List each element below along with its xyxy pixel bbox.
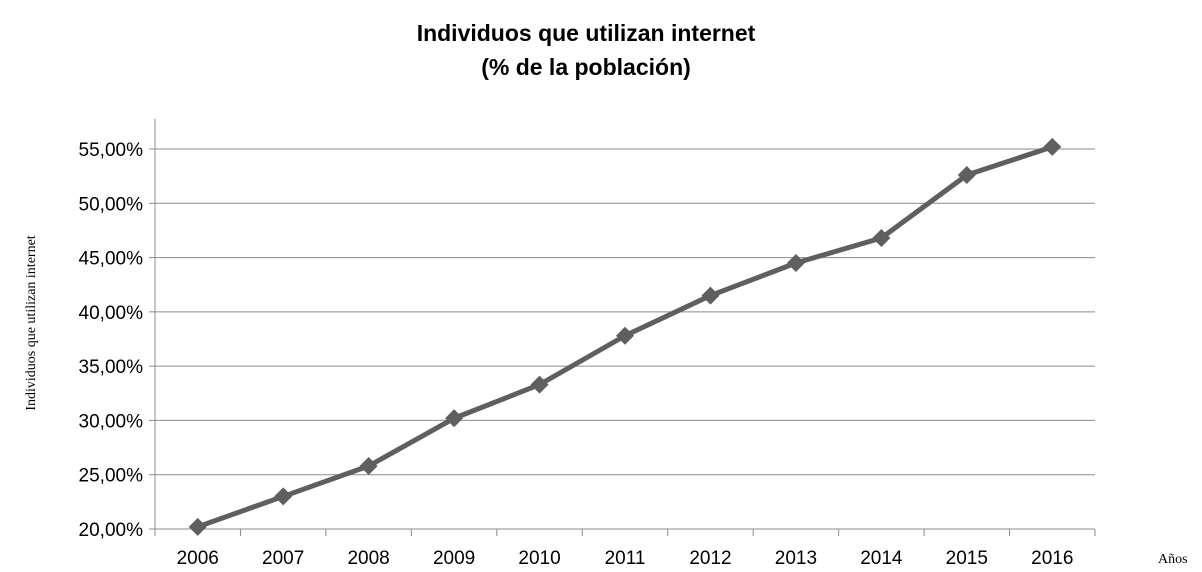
data-point-marker [787, 254, 805, 272]
x-tick-label: 2010 [518, 548, 560, 569]
x-tick-label: 2006 [177, 548, 219, 569]
x-tick-label: 2007 [262, 548, 304, 569]
x-axis-label: Años [1158, 552, 1188, 567]
y-tick-label: 25,00% [79, 466, 144, 487]
y-tick-label: 20,00% [79, 520, 144, 541]
x-tick-label: 2016 [1031, 548, 1073, 569]
y-tick-label: 35,00% [79, 357, 144, 378]
x-tick-labels: 2006 2007 2008 2009 2010 2011 2012 2013 2014 2015… [177, 548, 1074, 569]
y-tick-label: 30,00% [79, 411, 144, 432]
y-tick-labels: 20,00% 25,00% 30,00% 35,00% 40,00% 45,00% 50,0… [79, 140, 144, 541]
x-tick-label: 2009 [433, 548, 475, 569]
y-tick-label: 40,00% [79, 303, 144, 324]
gridlines [149, 149, 1095, 536]
data-point-marker [1043, 138, 1061, 156]
y-tick-label: 50,00% [79, 194, 144, 215]
x-tick-label: 2008 [347, 548, 389, 569]
x-tick-label: 2015 [946, 548, 988, 569]
axes [155, 119, 1095, 529]
x-tick-label: 2013 [775, 548, 817, 569]
x-tick-label: 2014 [860, 548, 903, 569]
y-tick-label: 55,00% [79, 140, 144, 161]
data-point-marker [189, 518, 207, 536]
x-tick-label: 2012 [689, 548, 731, 569]
y-tick-label: 45,00% [79, 249, 144, 270]
x-tick-label: 2011 [605, 548, 646, 569]
y-axis-label: Individuos que utilizan internet [24, 235, 39, 410]
data-point-marker [701, 287, 719, 305]
series-group [189, 138, 1062, 536]
data-point-marker [274, 487, 292, 505]
